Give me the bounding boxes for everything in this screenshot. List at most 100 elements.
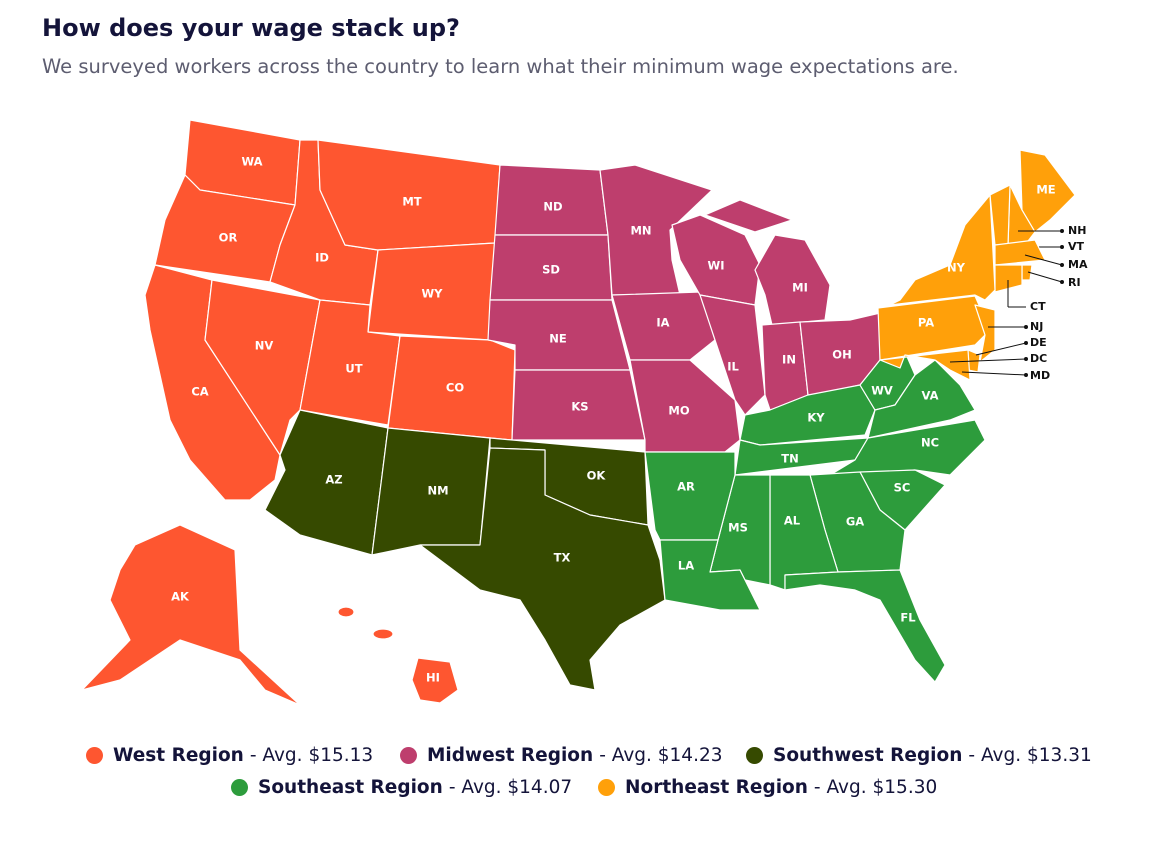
- state-label: NC: [921, 436, 939, 450]
- legend-swatch: [231, 779, 248, 796]
- state-shape: [994, 239, 1046, 266]
- callout-dot: [1024, 373, 1028, 377]
- state-label: IA: [656, 316, 669, 330]
- legend-avg: - Avg. $13.31: [968, 745, 1092, 766]
- state-label: VA: [921, 389, 938, 403]
- state-label: DE: [1030, 336, 1047, 349]
- state-label: WY: [421, 287, 443, 301]
- state-label: IN: [782, 353, 796, 367]
- title: How does your wage stack up?: [42, 14, 460, 42]
- legend-item: Midwest Region - Avg. $14.23: [400, 745, 723, 766]
- state-label: SD: [542, 263, 560, 277]
- legend-avg: - Avg. $14.23: [599, 745, 723, 766]
- state-shape: [644, 451, 736, 541]
- state-label: PA: [918, 316, 934, 330]
- state-label: RI: [1068, 276, 1081, 289]
- state-label: OH: [832, 348, 851, 362]
- state-shape: [784, 569, 946, 683]
- state-label: WI: [708, 259, 725, 273]
- state-shape: [879, 349, 971, 381]
- state-label: AR: [677, 480, 695, 494]
- island: [337, 606, 355, 618]
- region: KY WV VA TN NC SC GA AL MS AR LA FL: [644, 351, 986, 683]
- callout-dot: [1024, 325, 1028, 329]
- state-label: OK: [587, 469, 607, 483]
- state-label: ND: [543, 200, 562, 214]
- state-shape: [704, 199, 793, 233]
- callout-line: [949, 358, 1027, 363]
- callout-line: [1027, 271, 1063, 283]
- state-label: NJ: [1030, 320, 1043, 333]
- state-label: KY: [807, 411, 825, 425]
- state-shape: [974, 304, 996, 363]
- state-label: MN: [630, 224, 651, 238]
- subtitle: We surveyed workers across the country t…: [42, 55, 959, 78]
- state-label: MA: [1068, 258, 1088, 271]
- state-label: TX: [554, 551, 571, 565]
- state-label: CA: [191, 385, 208, 399]
- state-label: OR: [219, 231, 238, 245]
- state-label: ID: [315, 251, 329, 265]
- legend-item: Southwest Region - Avg. $13.31: [746, 745, 1092, 766]
- state-shape: [989, 184, 1011, 246]
- state-shape: [611, 291, 716, 361]
- state-label: NY: [947, 261, 966, 275]
- state-label: NE: [549, 332, 567, 346]
- state-label: KS: [571, 400, 588, 414]
- state-label: MT: [402, 195, 421, 209]
- legend-item: Northeast Region - Avg. $15.30: [598, 777, 937, 798]
- region: ND SD NE KS MN IA MO WI IL MI IN OH: [487, 164, 881, 453]
- state-label: MO: [668, 404, 689, 418]
- legend-avg: - Avg. $15.13: [249, 745, 374, 766]
- state-label: GA: [846, 515, 864, 529]
- state-label: ME: [1036, 183, 1055, 197]
- state-shape: [877, 295, 991, 361]
- region: ME NH VT MA RI CT NY PA NJ DE MD DC: [877, 149, 1088, 382]
- callout-dot: [1060, 280, 1064, 284]
- callout-dot: [1024, 341, 1028, 345]
- state-label: UT: [345, 362, 362, 376]
- state-label: NM: [427, 484, 448, 498]
- legend-swatch: [746, 747, 763, 764]
- state-label: WA: [241, 155, 262, 169]
- callout-line: [961, 371, 1027, 376]
- callout-dot: [1060, 245, 1064, 249]
- legend-name: Midwest Region: [427, 745, 594, 766]
- state-label: IL: [727, 360, 739, 374]
- legend-avg: - Avg. $14.07: [448, 777, 573, 798]
- state-label: HI: [426, 671, 440, 685]
- state-shape: [945, 359, 951, 365]
- state-shape: [81, 524, 301, 706]
- legend-name: Southwest Region: [773, 745, 963, 766]
- callout-dot: [1060, 263, 1064, 267]
- callout-line: [1024, 254, 1063, 266]
- state-label: NV: [255, 339, 274, 353]
- state-label: MI: [792, 281, 808, 295]
- state-label: DC: [1030, 352, 1047, 365]
- legend-swatch: [598, 779, 615, 796]
- state-label: FL: [900, 611, 916, 625]
- state-shape: [629, 359, 741, 453]
- state-shape: [659, 539, 761, 611]
- state-label: CO: [446, 381, 464, 395]
- state-label: NH: [1068, 224, 1086, 237]
- state-label: CT: [1030, 300, 1046, 313]
- region: AZ NM OK TX: [264, 409, 666, 691]
- state-label: TN: [781, 452, 798, 466]
- legend-name: West Region: [113, 745, 244, 766]
- legend-name: Northeast Region: [625, 777, 808, 798]
- legend-item: West Region - Avg. $15.13: [86, 745, 373, 766]
- state-label: SC: [894, 481, 911, 495]
- legend-swatch: [400, 747, 417, 764]
- callout-dot: [1060, 229, 1064, 233]
- state-shape: [671, 214, 761, 306]
- callout-line: [975, 342, 1027, 356]
- state-label: WV: [871, 384, 893, 398]
- state-label: VT: [1068, 240, 1085, 253]
- state-label: MD: [1030, 369, 1050, 382]
- state-label: MS: [728, 521, 748, 535]
- state-shape: [599, 164, 713, 296]
